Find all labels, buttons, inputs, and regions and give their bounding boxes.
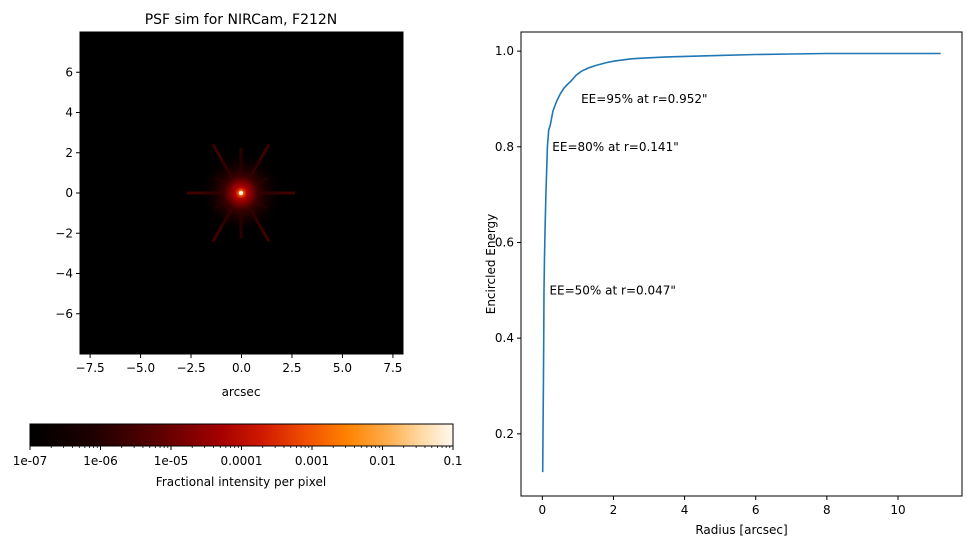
psf-y-tick-label: −6 [55,307,73,321]
ee-curve [541,52,941,473]
psf-x-tick-label: 5.0 [333,361,352,375]
psf-y-tick-label: 2 [65,146,73,160]
psf-y-tick-label: 6 [65,65,73,79]
ee-annotation: EE=80% at r=0.141" [552,140,678,154]
ee-y-tick-label: 1.0 [495,44,514,58]
ee-y-tick-label: 0.8 [495,140,514,154]
colorbar: 1e-07 1e-06 1e-05 0.0001 0.001 0.01 0.1 Fracti… [13,423,463,489]
psf-y-ticks: 6 4 2 0 −2 −4 −6 [55,65,80,321]
psf-y-tick-label: −4 [55,267,73,281]
ee-x-ticks: 0 2 4 6 8 10 [539,496,906,517]
ee-annotation: EE=95% at r=0.952" [581,92,707,106]
colorbar-tick-label: 1e-07 [13,454,48,468]
ee-annotation: EE=50% at r=0.047" [549,283,675,297]
ee-x-tick-label: 6 [752,503,760,517]
ee-x-tick-label: 0 [539,503,547,517]
colorbar-ticks: 1e-07 1e-06 1e-05 0.0001 0.001 0.01 0.1 [13,446,463,468]
ee-xlabel: Radius [arcsec] [695,523,787,537]
ee-y-tick-label: 0.4 [495,331,514,345]
encircled-energy-panel: 0 2 4 6 8 10 0.2 0.4 0.6 0.8 1.0 EE=50% at r=0.04… [484,31,963,537]
ee-y-tick-label: 0.2 [495,427,514,441]
colorbar-tick-label: 0.001 [295,454,329,468]
psf-x-tick-label: −2.5 [176,361,205,375]
psf-x-tick-label: 0.0 [232,361,251,375]
ee-x-tick-label: 4 [681,503,689,517]
ee-annotations: EE=50% at r=0.047" EE=80% at r=0.141" EE=9… [549,92,707,297]
colorbar-tick-label: 1e-06 [83,454,118,468]
colorbar-label: Fractional intensity per pixel [156,475,326,489]
ee-x-tick-label: 8 [823,503,831,517]
psf-y-tick-label: −2 [55,226,73,240]
colorbar-gradient [29,423,454,447]
colorbar-tick-label: 1e-05 [154,454,189,468]
ee-x-tick-label: 2 [610,503,618,517]
psf-x-tick-label: −7.5 [76,361,105,375]
psf-core [238,190,244,196]
ee-x-tick-label: 10 [890,503,905,517]
psf-xlabel: arcsec [222,385,261,399]
psf-x-ticks: −7.5 −5.0 −2.5 0.0 2.5 5.0 7.5 [76,354,402,375]
psf-title: PSF sim for NIRCam, F212N [145,12,338,28]
ee-y-tick-label: 0.6 [495,235,514,249]
ee-y-ticks: 0.2 0.4 0.6 0.8 1.0 [495,44,521,441]
colorbar-tick-label: 0.0001 [221,454,263,468]
colorbar-tick-label: 0.01 [369,454,396,468]
psf-y-tick-label: 0 [65,186,73,200]
ee-ylabel: Encircled Energy [484,214,498,315]
colorbar-minor-ticks [50,446,451,448]
psf-x-tick-label: 2.5 [282,361,301,375]
psf-y-tick-label: 4 [65,106,73,120]
ee-axes-frame [520,31,963,497]
psf-image-panel: PSF sim for NIRCam, F212N −7.5 −5.0 −2.5 0.… [55,12,404,399]
colorbar-tick-label: 0.1 [443,454,462,468]
psf-x-tick-label: 7.5 [383,361,402,375]
psf-x-tick-label: −5.0 [126,361,155,375]
